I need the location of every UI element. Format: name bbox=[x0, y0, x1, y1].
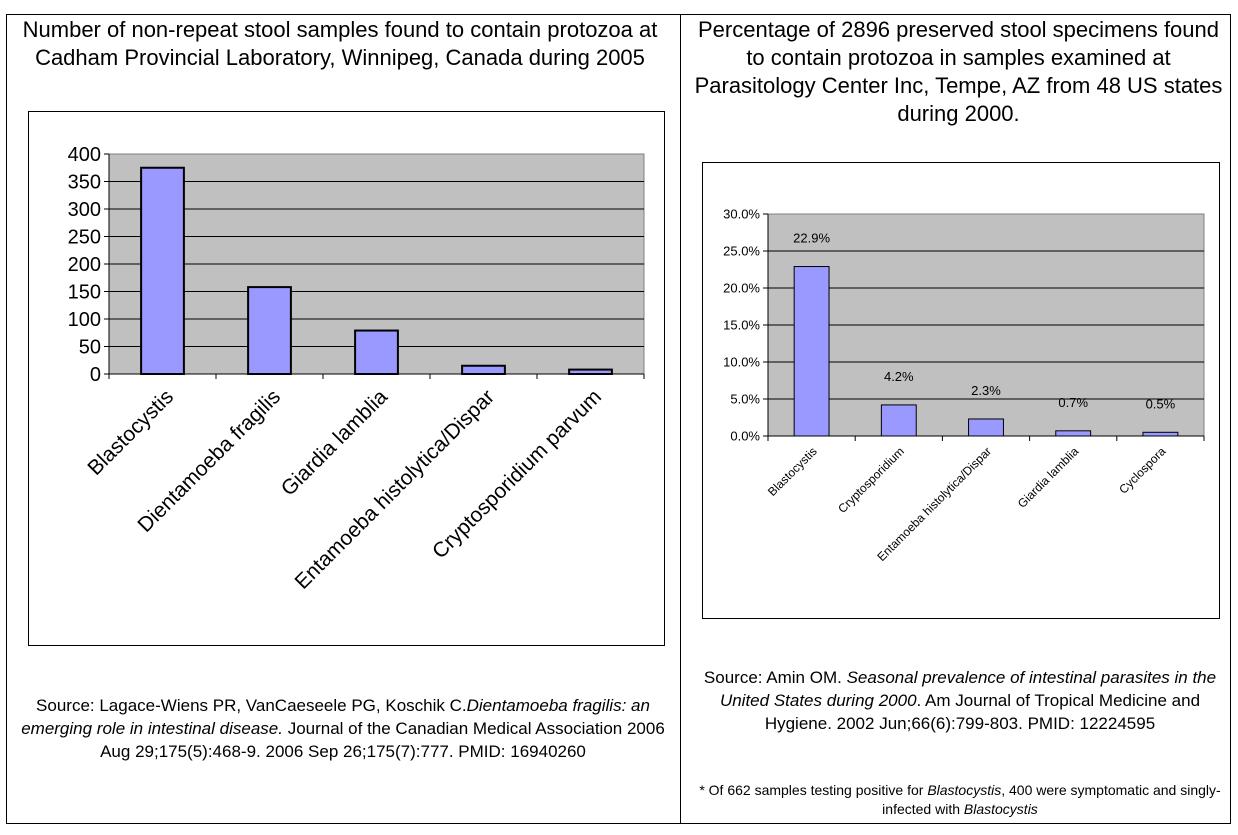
right-source-prefix: Source: Amin OM. bbox=[703, 668, 847, 687]
right-chart-y-tick-label: 10.0% bbox=[723, 355, 760, 370]
right-chart-bar bbox=[880, 404, 917, 437]
left-chart-svg: 050100150200250300350400BlastocystisDien… bbox=[68, 144, 645, 594]
right-source-citation: Source: Amin OM. Seasonal prevalence of … bbox=[690, 666, 1230, 735]
right-chart-data-label: 0.5% bbox=[1146, 396, 1176, 411]
left-chart-bar bbox=[140, 166, 185, 375]
left-chart-y-tick-label: 150 bbox=[68, 282, 101, 304]
right-chart-title: Percentage of 2896 preserved stool speci… bbox=[694, 17, 1223, 126]
right-chart-y-tick-label: 15.0% bbox=[723, 318, 760, 333]
left-chart-y-tick-label: 50 bbox=[79, 337, 101, 359]
right-chart-category-label: Cyclospora bbox=[1116, 444, 1169, 497]
right-chart-bar bbox=[968, 418, 1004, 437]
left-chart-category-label: Giardia lamblia bbox=[277, 385, 393, 501]
right-chart-bar bbox=[1142, 431, 1179, 437]
left-source-prefix: Source: Lagace-Wiens PR, VanCaeseele PG,… bbox=[36, 696, 467, 715]
right-chart-y-tick-label: 0.0% bbox=[730, 429, 760, 444]
left-source-article-title: Dientamoeba fragilis: an emerging role i… bbox=[21, 696, 650, 738]
right-footnote: * Of 662 samples testing positive for Bl… bbox=[690, 781, 1230, 819]
right-chart-data-label: 4.2% bbox=[884, 369, 914, 384]
right-chart-category-label: Cryptosporidium bbox=[835, 444, 907, 516]
left-chart-category-label: Entamoeba histolytica/Dispar bbox=[290, 385, 499, 594]
right-chart-category-label: Blastocystis bbox=[765, 444, 820, 499]
right-chart-y-tick-label: 25.0% bbox=[723, 244, 760, 259]
left-chart-area: 0 50 100 150 200 250 300 350 400 Blastocystis Dien… bbox=[28, 111, 665, 646]
left-chart-y-tick-label: 350 bbox=[68, 172, 101, 194]
left-chart-y-tick-label: 100 bbox=[68, 309, 101, 331]
right-chart-y-tick-label: 30.0% bbox=[723, 207, 760, 222]
left-chart-y-tick-label: 300 bbox=[68, 199, 101, 221]
footnote-part-a: * Of 662 samples testing positive for bbox=[699, 782, 928, 798]
left-chart-bar bbox=[461, 364, 506, 375]
left-chart-y-tick-label: 200 bbox=[68, 254, 101, 276]
footnote-organism-1: Blastocystis bbox=[927, 782, 1002, 798]
left-chart-bar bbox=[247, 286, 292, 376]
left-chart-category-label: Blastocystis bbox=[83, 385, 178, 480]
left-chart-y-tick-label: 250 bbox=[68, 227, 101, 249]
left-source-suffix: Journal of the Canadian Medical Associat… bbox=[100, 719, 665, 761]
right-chart-svg: 0.0% 5.0% 10.0% 15.0% 20.0% 25.0% 30.0% 22.9% Bl… bbox=[723, 207, 1205, 564]
right-chart-bar bbox=[793, 266, 830, 437]
right-chart-data-label: 22.9% bbox=[793, 231, 830, 246]
footnote-part-c: , 400 were symptomatic and singly-infect… bbox=[882, 782, 1221, 817]
right-chart-y-tick-label: 5.0% bbox=[730, 392, 760, 407]
left-chart-title: Number of non-repeat stool samples found… bbox=[22, 17, 658, 70]
right-source-article-title: Seasonal prevalence of intestinal parasi… bbox=[719, 668, 1217, 710]
right-chart-y-tick-label: 20.0% bbox=[723, 281, 760, 296]
left-chart-y-tick-label: 0 bbox=[90, 364, 101, 386]
right-chart-area: 0.0% 5.0% 10.0% 15.0% 20.0% 25.0% 30.0% 22.9% Bl… bbox=[702, 162, 1220, 619]
right-chart-bar bbox=[1055, 430, 1092, 437]
right-chart-data-label: 2.3% bbox=[971, 383, 1001, 398]
left-chart-bar bbox=[568, 368, 613, 376]
left-chart-bar bbox=[354, 329, 399, 376]
footnote-organism-2: Blastocystis bbox=[963, 801, 1038, 817]
bottom-rule bbox=[6, 823, 1231, 824]
left-source-citation: Source: Lagace-Wiens PR, VanCaeseele PG,… bbox=[20, 694, 666, 763]
right-source-suffix: . Am Journal of Tropical Medicine and Hy… bbox=[764, 691, 1201, 733]
panel-divider bbox=[680, 14, 681, 824]
right-chart-data-label: 0.7% bbox=[1058, 395, 1088, 410]
right-chart-category-label: Giardia lamblia bbox=[1015, 444, 1082, 511]
left-chart-y-tick-label: 400 bbox=[68, 144, 101, 166]
